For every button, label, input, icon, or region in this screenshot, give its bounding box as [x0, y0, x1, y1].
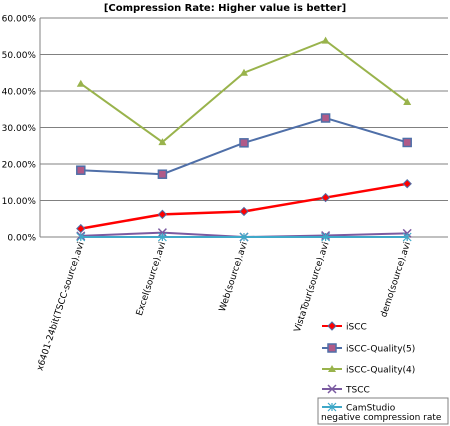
legend-item-iscc-quality-4: iSCC-Quality(4)	[322, 365, 415, 376]
series-iscc	[76, 179, 412, 234]
legend-item-camstudio: CamStudio	[322, 402, 396, 414]
data-point-iscc	[157, 209, 168, 220]
y-tick-label: 30.00%	[2, 124, 37, 134]
legend-label-iscc-quality-4: iSCC-Quality(4)	[346, 366, 415, 376]
data-point-camstudio	[402, 232, 412, 242]
legend-item-tscc: TSCC	[322, 384, 370, 396]
legend-item-iscc: iSCC	[322, 321, 367, 333]
legend-note-box	[317, 397, 449, 425]
legend-label-tscc: TSCC	[345, 386, 370, 396]
data-point-iscc	[76, 223, 86, 234]
data-point-iscc-quality-4	[321, 36, 330, 44]
legend-note: negative compression rate	[321, 413, 442, 423]
series-layer	[76, 36, 412, 242]
legend-marker-tscc	[327, 384, 337, 394]
data-point-tscc	[157, 228, 167, 238]
data-point-iscc	[239, 206, 249, 217]
legend-marker-camstudio	[327, 402, 337, 412]
data-point-iscc-quality-4	[403, 97, 412, 105]
data-point-iscc	[320, 192, 331, 203]
y-tick-label: 10.00%	[2, 197, 37, 207]
legend-marker-iscc-quality-4	[328, 365, 336, 372]
y-tick-label: 0.00%	[7, 234, 36, 244]
legend-item-iscc-quality-5: iSCC-Quality(5)	[322, 343, 415, 355]
data-point-iscc-quality-5	[157, 169, 168, 179]
series-camstudio	[76, 232, 412, 242]
data-point-iscc	[402, 179, 412, 189]
series-iscc-quality-4	[76, 36, 412, 146]
data-point-iscc-quality-5	[320, 113, 331, 123]
y-axis: 0.00% 10.00% 20.00% 30.00% 40.00% 50.00% 60.00…	[2, 15, 41, 244]
data-point-iscc-quality-5	[402, 137, 412, 148]
y-tick-label: 50.00%	[2, 51, 37, 61]
data-point-iscc-quality-5	[239, 138, 249, 148]
series-iscc-quality-5	[76, 113, 412, 179]
y-tick-label: 40.00%	[2, 88, 37, 98]
data-point-camstudio	[157, 232, 167, 242]
data-point-iscc-quality-4	[240, 68, 248, 76]
data-point-iscc-quality-4	[158, 138, 167, 146]
data-point-camstudio	[76, 232, 86, 242]
y-tick-label: 60.00%	[2, 15, 37, 25]
data-point-iscc-quality-5	[76, 165, 86, 175]
chart-title: [Compression Rate: Higher value is bette…	[104, 3, 346, 14]
gridlines	[40, 17, 448, 201]
data-point-camstudio	[321, 232, 331, 242]
data-point-iscc-quality-4	[76, 79, 85, 87]
data-point-camstudio	[239, 232, 249, 242]
legend-label-camstudio: CamStudio	[346, 404, 396, 414]
legend: negative compression rate iSCC iSCC-Quali…	[317, 321, 449, 425]
legend-marker-iscc	[327, 321, 337, 331]
legend-label-iscc-quality-5: iSCC-Quality(5)	[346, 345, 415, 355]
legend-label-iscc: iSCC	[346, 323, 367, 333]
legend-marker-iscc-quality-5	[327, 343, 337, 353]
y-tick-label: 20.00%	[2, 161, 37, 171]
